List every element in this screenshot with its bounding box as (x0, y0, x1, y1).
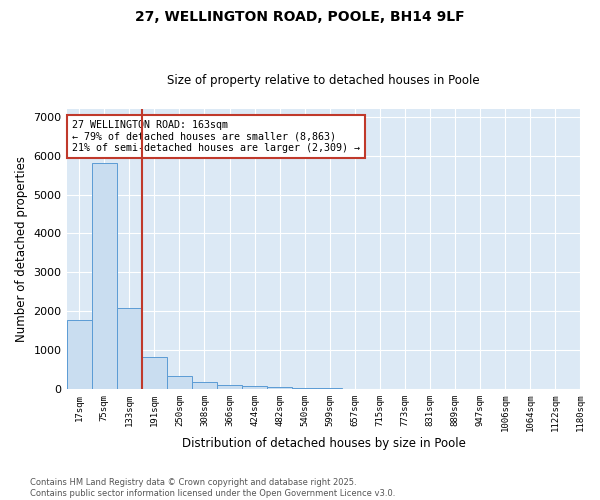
Text: 27 WELLINGTON ROAD: 163sqm
← 79% of detached houses are smaller (8,863)
21% of s: 27 WELLINGTON ROAD: 163sqm ← 79% of deta… (71, 120, 359, 154)
Bar (92, 164, 116, 389)
Bar (142, 357, 167, 389)
Bar (167, 376, 192, 389)
Bar (242, 386, 267, 389)
Y-axis label: Number of detached properties: Number of detached properties (15, 156, 28, 342)
Bar (192, 382, 217, 389)
Bar (317, 388, 343, 389)
Text: 27, WELLINGTON ROAD, POOLE, BH14 9LF: 27, WELLINGTON ROAD, POOLE, BH14 9LF (135, 10, 465, 24)
Bar (217, 384, 242, 389)
Bar (67, 320, 92, 389)
Text: Contains HM Land Registry data © Crown copyright and database right 2025.
Contai: Contains HM Land Registry data © Crown c… (30, 478, 395, 498)
Bar (292, 388, 317, 389)
Bar (267, 387, 292, 389)
Title: Size of property relative to detached houses in Poole: Size of property relative to detached ho… (167, 74, 480, 87)
Bar (116, 308, 142, 389)
X-axis label: Distribution of detached houses by size in Poole: Distribution of detached houses by size … (182, 437, 466, 450)
